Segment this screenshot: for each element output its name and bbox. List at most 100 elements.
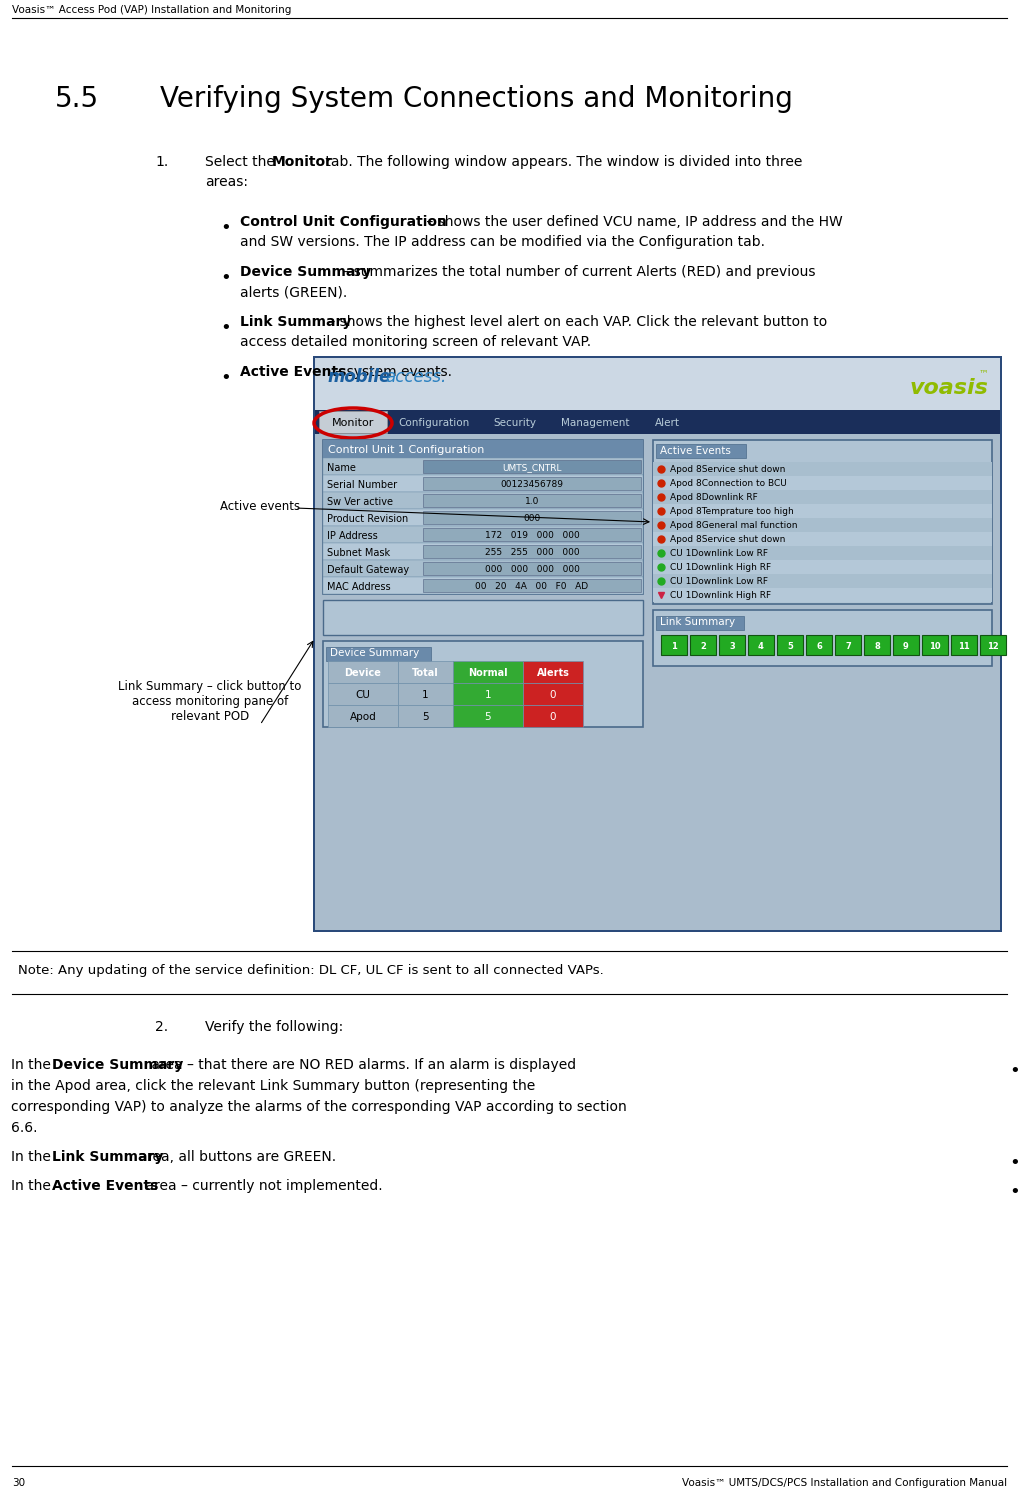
Bar bbox=[423, 494, 641, 507]
Bar bbox=[328, 684, 398, 705]
Bar bbox=[777, 634, 803, 655]
Bar bbox=[328, 705, 398, 727]
Bar bbox=[398, 684, 453, 705]
Text: 1: 1 bbox=[422, 690, 429, 700]
Bar bbox=[423, 512, 641, 524]
Text: In the: In the bbox=[11, 1058, 55, 1073]
Bar bbox=[835, 634, 861, 655]
Bar bbox=[653, 440, 993, 604]
Text: Voasis™ UMTS/DCS/PCS Installation and Configuration Manual: Voasis™ UMTS/DCS/PCS Installation and Co… bbox=[682, 1478, 1007, 1489]
Bar bbox=[523, 661, 583, 684]
Bar bbox=[653, 560, 993, 574]
Text: Alerts: Alerts bbox=[537, 669, 570, 678]
Text: Serial Number: Serial Number bbox=[327, 480, 397, 489]
Text: Link Summary: Link Summary bbox=[660, 616, 735, 627]
Bar bbox=[315, 410, 1000, 434]
Text: Product Revision: Product Revision bbox=[327, 513, 409, 524]
Bar bbox=[328, 661, 398, 684]
Bar bbox=[323, 640, 643, 727]
Bar bbox=[323, 440, 643, 458]
Bar bbox=[315, 358, 1000, 410]
Text: Apod 8Service shut down: Apod 8Service shut down bbox=[671, 464, 786, 474]
Text: 6.6.: 6.6. bbox=[11, 1121, 38, 1135]
Text: – shows the highest level alert on each VAP. Click the relevant button to: – shows the highest level alert on each … bbox=[324, 316, 827, 329]
Text: Apod 8Connection to BCU: Apod 8Connection to BCU bbox=[671, 479, 787, 488]
Text: Total: Total bbox=[412, 669, 439, 678]
Bar bbox=[315, 358, 1000, 931]
Bar bbox=[653, 491, 993, 504]
Text: – summarizes the total number of current Alerts (RED) and previous: – summarizes the total number of current… bbox=[338, 265, 815, 278]
Text: Link Summary: Link Summary bbox=[52, 1150, 164, 1164]
Bar bbox=[748, 634, 774, 655]
Text: area, all buttons are GREEN.: area, all buttons are GREEN. bbox=[133, 1150, 336, 1164]
Bar bbox=[653, 533, 993, 546]
Text: Active events: Active events bbox=[220, 500, 300, 513]
Bar bbox=[323, 527, 643, 543]
Text: access detailed monitoring screen of relevant VAP.: access detailed monitoring screen of rel… bbox=[240, 335, 591, 349]
Bar bbox=[323, 600, 643, 634]
Bar bbox=[453, 705, 523, 727]
Text: Device: Device bbox=[344, 669, 381, 678]
Text: Security: Security bbox=[493, 417, 536, 428]
Text: Normal: Normal bbox=[468, 669, 507, 678]
Bar bbox=[656, 616, 744, 630]
Bar bbox=[423, 477, 641, 491]
Text: Subnet Mask: Subnet Mask bbox=[327, 548, 390, 558]
Text: 0: 0 bbox=[549, 690, 556, 700]
Text: UMTS_CNTRL: UMTS_CNTRL bbox=[502, 462, 561, 473]
Text: CU: CU bbox=[356, 690, 371, 700]
Bar bbox=[690, 634, 716, 655]
Text: 00123456789: 00123456789 bbox=[500, 480, 564, 489]
Text: Device Summary: Device Summary bbox=[330, 648, 419, 658]
Bar bbox=[453, 684, 523, 705]
Text: Apod 8General mal function: Apod 8General mal function bbox=[671, 521, 798, 530]
Bar bbox=[323, 458, 643, 476]
Bar bbox=[323, 509, 643, 527]
Text: corresponding VAP) to analyze the alarms of the corresponding VAP according to s: corresponding VAP) to analyze the alarms… bbox=[11, 1100, 627, 1115]
Text: Sw Ver active: Sw Ver active bbox=[327, 497, 393, 507]
Bar bbox=[661, 634, 687, 655]
Text: IP Address: IP Address bbox=[327, 531, 378, 540]
Text: 172   019   000   000: 172 019 000 000 bbox=[485, 531, 580, 540]
Text: 1.: 1. bbox=[155, 156, 168, 169]
Text: and SW versions. The IP address can be modified via the Configuration tab.: and SW versions. The IP address can be m… bbox=[240, 235, 765, 248]
Text: Configuration: Configuration bbox=[398, 417, 470, 428]
Bar bbox=[423, 528, 641, 542]
Text: Apod 8Downlink RF: Apod 8Downlink RF bbox=[671, 492, 758, 501]
Bar bbox=[398, 705, 453, 727]
Text: 00   20   4A   00   F0   AD: 00 20 4A 00 F0 AD bbox=[476, 582, 589, 591]
Text: voasis: voasis bbox=[909, 378, 988, 398]
Text: 1.0: 1.0 bbox=[525, 497, 539, 506]
Text: Verify the following:: Verify the following: bbox=[205, 1020, 343, 1034]
Text: 3: 3 bbox=[730, 642, 735, 651]
Text: 1: 1 bbox=[672, 642, 677, 651]
Bar bbox=[980, 634, 1006, 655]
Bar bbox=[523, 684, 583, 705]
Text: 5: 5 bbox=[485, 712, 491, 723]
Bar bbox=[653, 588, 993, 601]
Text: CU 1Downlink Low RF: CU 1Downlink Low RF bbox=[671, 576, 768, 585]
Text: 6: 6 bbox=[816, 642, 822, 651]
Text: Select the: Select the bbox=[205, 156, 279, 169]
Text: Active Events: Active Events bbox=[660, 446, 731, 456]
Text: 10: 10 bbox=[929, 642, 941, 651]
Text: Monitor: Monitor bbox=[271, 156, 332, 169]
Bar bbox=[423, 562, 641, 574]
Text: 000: 000 bbox=[524, 515, 541, 524]
Text: 7: 7 bbox=[845, 642, 851, 651]
Text: area – currently not implemented.: area – currently not implemented. bbox=[141, 1179, 382, 1192]
Text: In the: In the bbox=[11, 1179, 55, 1192]
Text: •: • bbox=[1009, 1153, 1019, 1171]
Text: Alert: Alert bbox=[654, 417, 680, 428]
Bar bbox=[323, 492, 643, 509]
Text: tab. The following window appears. The window is divided into three: tab. The following window appears. The w… bbox=[321, 156, 802, 169]
Text: 5.5: 5.5 bbox=[55, 85, 99, 114]
Text: Management: Management bbox=[560, 417, 630, 428]
Bar bbox=[653, 610, 993, 666]
Text: •: • bbox=[220, 319, 230, 337]
Bar bbox=[323, 560, 643, 577]
Text: 12: 12 bbox=[987, 642, 999, 651]
Text: 8: 8 bbox=[874, 642, 879, 651]
Bar bbox=[864, 634, 890, 655]
Bar bbox=[922, 634, 948, 655]
